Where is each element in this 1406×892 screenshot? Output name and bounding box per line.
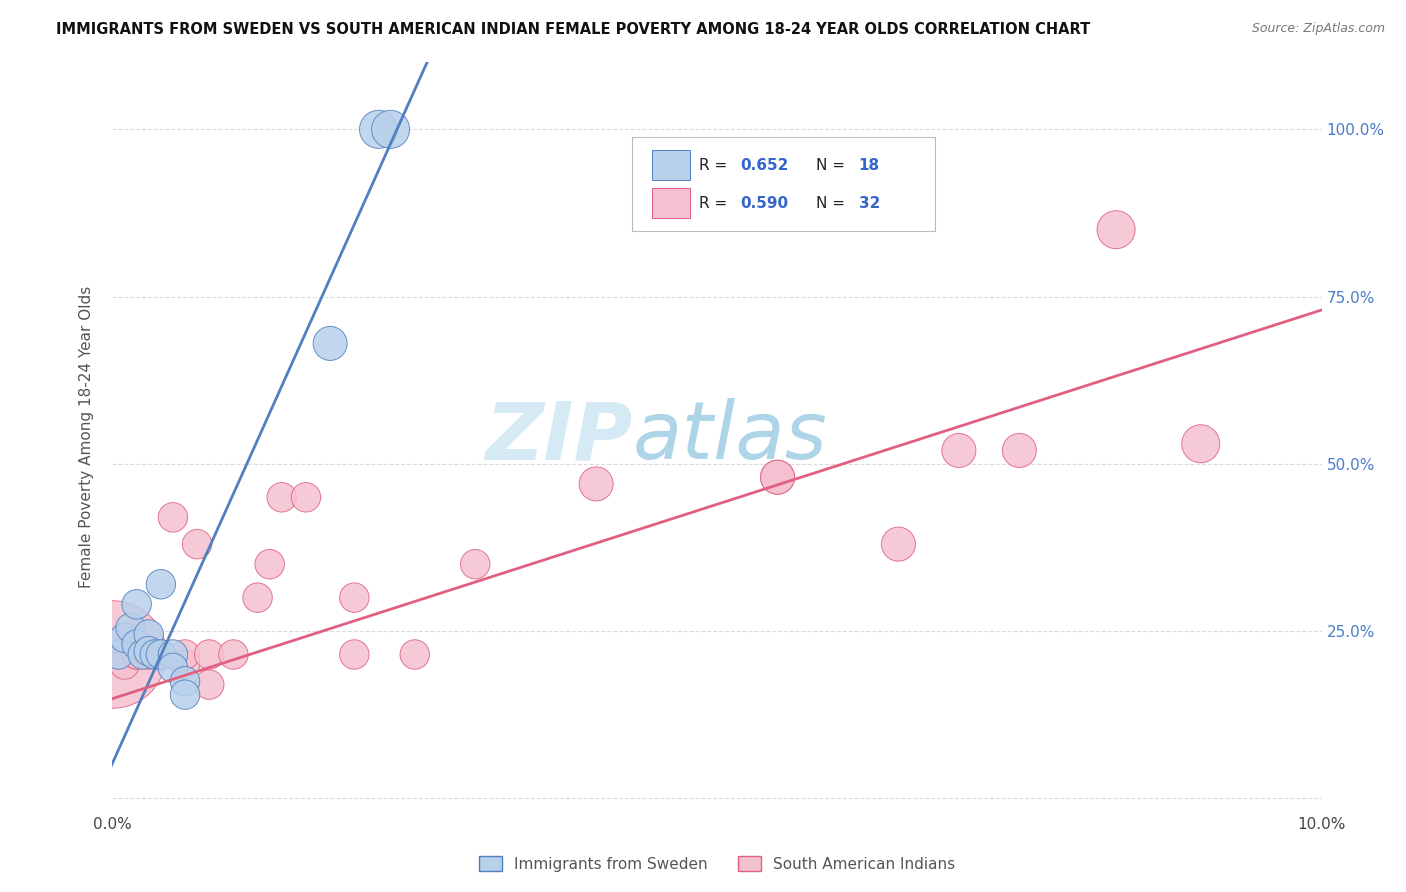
Point [138, 648, 160, 662]
Point [143, 648, 166, 662]
Point [138, 627, 160, 641]
Point [132, 648, 155, 662]
FancyBboxPatch shape [652, 150, 690, 180]
Point [174, 688, 197, 702]
Point [138, 644, 160, 658]
Point [174, 657, 197, 672]
Point [162, 661, 184, 675]
Point [887, 537, 910, 551]
Point [149, 648, 172, 662]
Point [367, 122, 389, 136]
Point [149, 577, 172, 591]
Point [114, 644, 136, 658]
Point [1189, 437, 1212, 451]
Text: N =: N = [817, 158, 851, 173]
Point [380, 122, 402, 136]
Point [162, 510, 184, 524]
Point [343, 648, 366, 662]
Point [246, 591, 269, 605]
Point [174, 674, 197, 689]
Point [319, 336, 342, 351]
Text: R =: R = [699, 195, 733, 211]
Point [101, 648, 124, 662]
FancyBboxPatch shape [652, 188, 690, 219]
Point [464, 557, 486, 572]
Point [585, 476, 607, 491]
Text: 0.652: 0.652 [740, 158, 789, 173]
Point [114, 657, 136, 672]
Point [125, 648, 148, 662]
Point [343, 591, 366, 605]
Point [125, 598, 148, 612]
Point [295, 491, 318, 505]
Point [270, 491, 292, 505]
Text: IMMIGRANTS FROM SWEDEN VS SOUTH AMERICAN INDIAN FEMALE POVERTY AMONG 18-24 YEAR : IMMIGRANTS FROM SWEDEN VS SOUTH AMERICAN… [56, 22, 1091, 37]
Point [138, 644, 160, 658]
Point [114, 631, 136, 645]
Point [125, 637, 148, 651]
Point [149, 648, 172, 662]
Text: 32: 32 [859, 195, 880, 211]
Text: atlas: atlas [633, 398, 827, 476]
FancyBboxPatch shape [633, 137, 935, 231]
Point [766, 470, 789, 484]
Point [259, 557, 281, 572]
Point [1008, 443, 1031, 458]
Point [125, 648, 148, 662]
Point [222, 648, 245, 662]
Point [948, 443, 970, 458]
Point [766, 470, 789, 484]
Text: 18: 18 [859, 158, 880, 173]
Text: N =: N = [817, 195, 851, 211]
Point [404, 648, 426, 662]
Point [174, 648, 197, 662]
Text: ZIP: ZIP [485, 398, 633, 476]
Text: 0.590: 0.590 [740, 195, 789, 211]
Point [198, 678, 221, 692]
Text: R =: R = [699, 158, 733, 173]
Point [149, 648, 172, 662]
Point [186, 537, 208, 551]
Point [120, 621, 142, 635]
Text: Source: ZipAtlas.com: Source: ZipAtlas.com [1251, 22, 1385, 36]
Point [198, 648, 221, 662]
Point [162, 648, 184, 662]
Point [107, 648, 129, 662]
Point [1105, 223, 1128, 237]
Y-axis label: Female Poverty Among 18-24 Year Olds: Female Poverty Among 18-24 Year Olds [79, 286, 94, 588]
Legend: Immigrants from Sweden, South American Indians: Immigrants from Sweden, South American I… [479, 855, 955, 871]
